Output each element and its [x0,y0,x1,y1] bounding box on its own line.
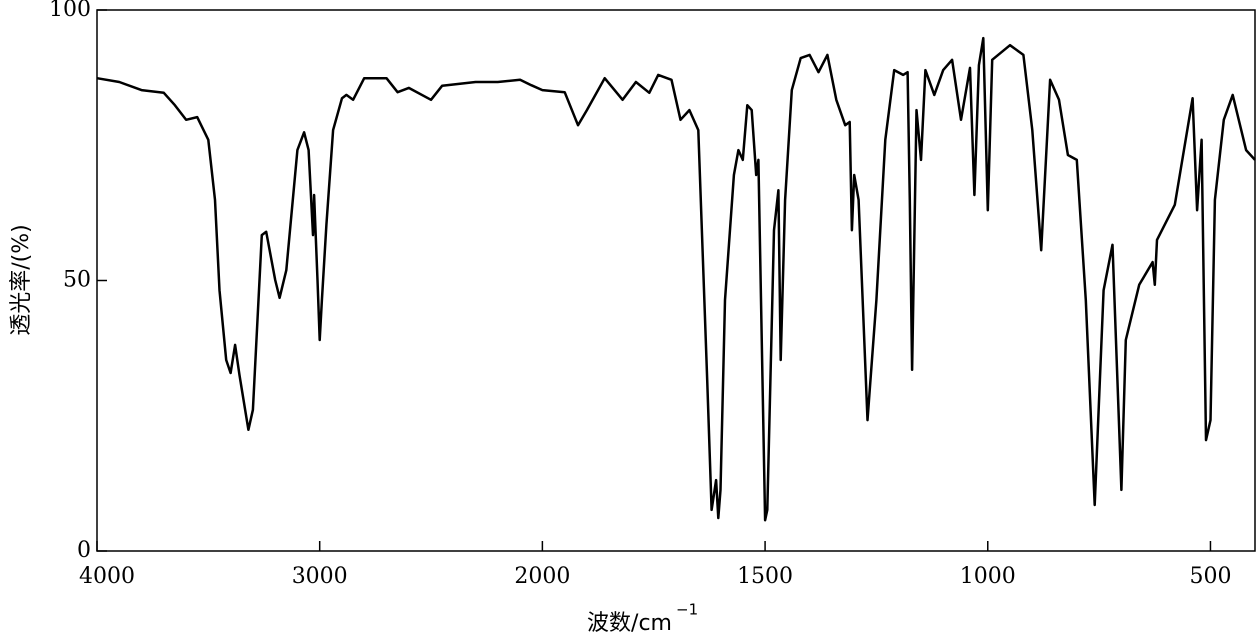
x-tick-label: 500 [1189,564,1231,589]
x-tick-label: 1500 [737,564,793,589]
plot-frame [96,9,1256,552]
spectrum-line [96,36,1256,522]
x-tick-label: 4000 [79,564,135,589]
x-tick-label: 3000 [292,564,348,589]
y-tick-label: 0 [77,538,91,563]
x-tick-label: 1000 [960,564,1016,589]
x-tick-label: 2000 [514,564,570,589]
x-axis-label: 波数/cm [587,611,672,636]
y-tick-label: 100 [49,0,91,22]
x-axis-label-sup: −1 [676,601,698,619]
y-tick-label: 50 [63,268,91,293]
y-axis-label: 透光率/(%) [9,224,34,335]
